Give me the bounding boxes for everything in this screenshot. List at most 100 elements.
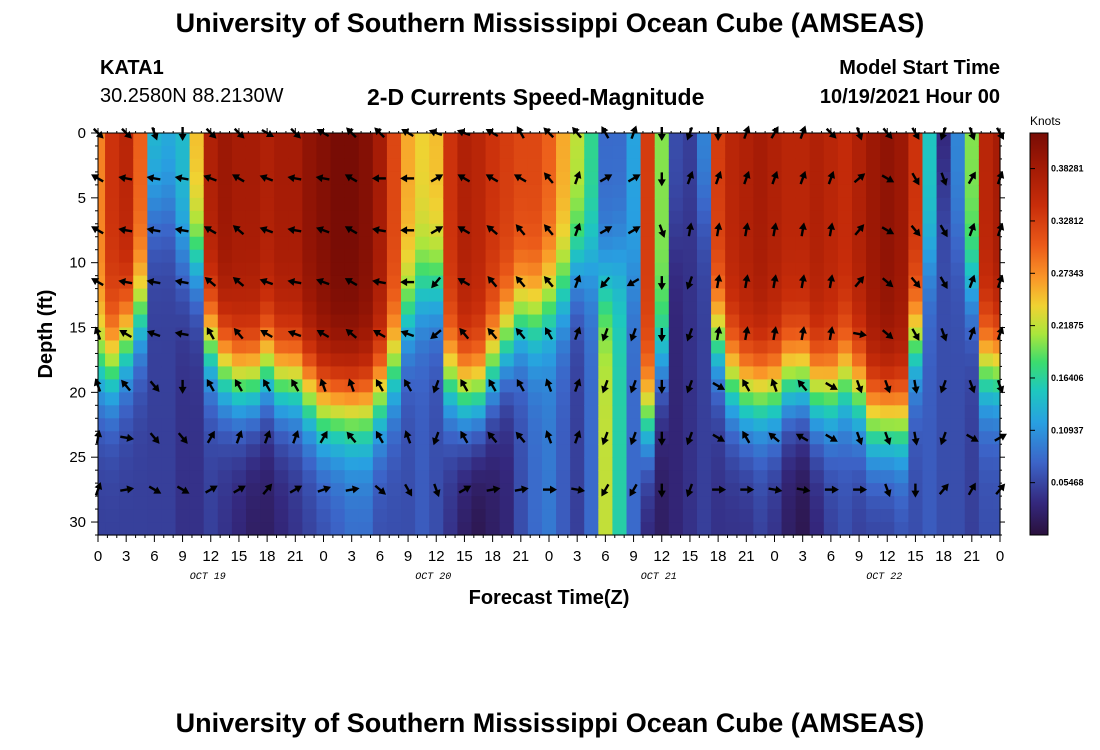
footer-title: University of Southern Mississippi Ocean… [175,708,925,738]
heatmap-cell [682,184,698,199]
heatmap-cell [922,249,938,264]
heatmap-cell [302,236,318,251]
heatmap-cell [260,340,275,355]
heatmap-cell [837,184,853,199]
heatmap-cell [372,457,388,471]
heatmap-cell [823,301,839,316]
current-arrow [599,226,613,235]
current-arrow [881,277,894,288]
heatmap-cell [950,197,966,212]
heatmap-cell [894,444,909,458]
current-arrow [91,174,104,183]
current-arrow [799,170,807,185]
heatmap-cell [147,366,163,380]
heatmap-cell [626,470,642,484]
heatmap-cell [245,184,261,199]
heatmap-cell [668,340,684,355]
heatmap-cell [401,496,416,510]
current-arrow [573,378,582,392]
heatmap-cell [147,509,163,523]
heatmap-cell [133,522,148,536]
heatmap-cell [837,444,853,458]
heatmap-cell [217,366,233,380]
heatmap-cell [330,145,346,160]
heatmap-cell [950,379,966,393]
heatmap-cell [189,522,205,536]
heatmap-cell [147,184,163,199]
heatmap-cell [767,301,783,316]
heatmap-cell [358,444,374,458]
heatmap-cell [753,496,769,510]
heatmap-cell [696,431,712,445]
heatmap-cell [823,470,839,484]
heatmap-cell [274,288,289,303]
heatmap-cell [781,431,797,445]
current-arrow [795,433,809,442]
heatmap-cell [274,522,289,536]
heatmap-cell [471,210,487,225]
heatmap-cell [823,197,839,212]
heatmap-cell [711,301,726,316]
heatmap-cell [612,340,628,355]
heatmap-cell [217,522,233,536]
heatmap-cell [753,392,769,406]
heatmap-cell [471,483,487,497]
heatmap-cell [429,522,444,536]
heatmap-cell [922,366,938,380]
heatmap-cell [852,405,867,419]
heatmap-cell [753,275,769,290]
heatmap-cell [527,158,543,173]
colorbar-tick-label: 0.10937 [1051,425,1084,435]
heatmap-cell [443,418,458,432]
heatmap-cell [992,392,1001,406]
current-arrow [119,330,132,339]
heatmap-cell [711,457,726,471]
heatmap-cell [612,184,628,199]
heatmap-cell [245,327,261,342]
station-id: KATA1 [100,57,164,79]
heatmap-cell [302,327,318,342]
heatmap-cell [795,392,811,406]
heatmap-cell [161,197,177,212]
heatmap-cell [767,236,783,251]
heatmap-cell [386,418,402,432]
heatmap-cell [978,418,994,432]
heatmap-cell [809,133,825,147]
heatmap-cell [753,366,769,380]
current-arrow [403,430,412,444]
heatmap-cell [203,405,219,419]
x-tick-label: 6 [601,548,609,565]
heatmap-cell [781,470,797,484]
heatmap-cell [880,470,895,484]
heatmap-cell [640,249,656,264]
heatmap-cell [316,262,332,277]
heatmap-cell [415,509,430,523]
heatmap-cell [288,353,303,368]
x-tick-label: 3 [573,548,581,565]
heatmap-cell [133,210,148,225]
heatmap-cell [175,457,191,471]
heatmap-cell [809,184,825,199]
heatmap-cell [429,392,444,406]
heatmap-cell [302,444,318,458]
heatmap-cell [908,418,924,432]
x-tick-label: 18 [259,548,276,565]
current-arrow [149,432,160,444]
heatmap-cell [105,405,120,419]
heatmap-cell [245,301,261,316]
heatmap-cell [302,431,318,445]
heatmap-cell [908,353,924,368]
heatmap-cell [809,418,825,432]
heatmap-cell [133,275,148,290]
heatmap-cell [767,470,783,484]
heatmap-cell [894,353,909,368]
heatmap-cell [908,340,924,355]
current-arrow [911,328,920,341]
heatmap-cell [175,210,191,225]
heatmap-cell [992,262,1001,277]
current-arrow [543,224,554,236]
heatmap-cell [105,301,120,316]
heatmap-cell [147,133,163,147]
heatmap-cell [358,249,374,264]
current-arrow [742,170,751,185]
